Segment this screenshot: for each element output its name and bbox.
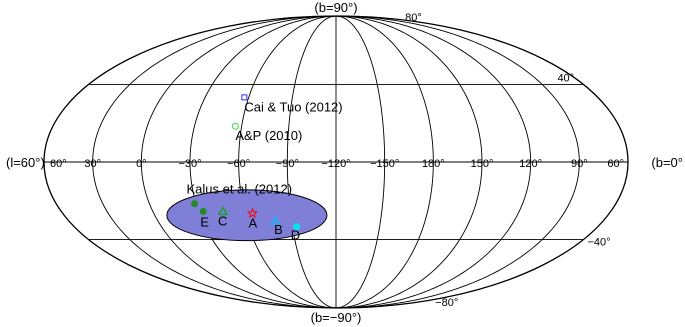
point-kalus-et-al-2012-marker bbox=[191, 200, 199, 208]
longitude-tick-label: 60° bbox=[50, 158, 67, 170]
point-cai-tuo-2012-marker bbox=[241, 94, 248, 101]
longitude-tick-label: 0° bbox=[136, 158, 147, 170]
point-a-p-2010-label: A&P (2010) bbox=[235, 128, 302, 143]
longitude-tick-label: 30° bbox=[84, 158, 101, 170]
point-kalus-et-al-2012-label: Kalus et al. (2012) bbox=[187, 182, 293, 197]
point-a-marker bbox=[246, 207, 259, 219]
longitude-tick-label: 60° bbox=[607, 158, 624, 170]
label-layer: Cai & Tuo (2012) A&P (2010) Kalus et al. (… bbox=[50, 12, 624, 309]
right-edge-label: (b=0° bbox=[651, 155, 683, 170]
point-a-label: A bbox=[248, 215, 257, 230]
point-layer bbox=[191, 94, 301, 231]
point-cai-tuo-2012-label: Cai & Tuo (2012) bbox=[244, 99, 342, 114]
longitude-tick-label: 180° bbox=[422, 158, 445, 170]
left-edge-label: (l=60°) bbox=[6, 155, 45, 170]
point-b-marker bbox=[270, 215, 281, 225]
longitude-tick-label: −60° bbox=[227, 158, 250, 170]
longitude-tick-label: 120° bbox=[519, 158, 542, 170]
latitude-tick-label: −40° bbox=[587, 237, 610, 249]
point-b-label: B bbox=[274, 222, 283, 237]
longitude-tick-label: −90° bbox=[276, 158, 299, 170]
latitude-tick-label: 80° bbox=[405, 12, 422, 24]
longitude-tick-label: −30° bbox=[178, 158, 201, 170]
point-c-label: C bbox=[218, 213, 227, 228]
bottom-edge-label: (b=−90°) bbox=[311, 310, 362, 325]
point-d-marker bbox=[293, 223, 301, 231]
top-edge-label: (b=90°) bbox=[314, 0, 357, 15]
point-a-p-2010-marker bbox=[231, 122, 239, 130]
longitude-tick-label: 150° bbox=[471, 158, 494, 170]
longitude-tick-label: −150° bbox=[370, 158, 399, 170]
longitude-tick-label: 90° bbox=[571, 158, 588, 170]
sky-outline bbox=[43, 15, 629, 309]
point-c-marker bbox=[218, 206, 229, 216]
region-layer bbox=[166, 189, 328, 242]
grid bbox=[44, 15, 628, 309]
latitude-tick-label: 40° bbox=[557, 72, 574, 84]
latitude-tick-label: −80° bbox=[435, 297, 458, 309]
point-e-label: E bbox=[200, 214, 209, 229]
point-e-marker bbox=[199, 207, 207, 215]
point-d-label: D bbox=[291, 228, 300, 243]
error-region-ellipse bbox=[166, 189, 328, 242]
longitude-tick-label: −120° bbox=[321, 158, 350, 170]
